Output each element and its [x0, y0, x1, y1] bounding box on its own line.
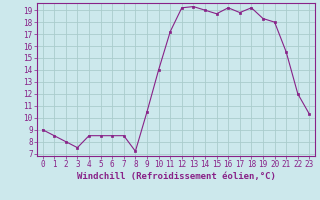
X-axis label: Windchill (Refroidissement éolien,°C): Windchill (Refroidissement éolien,°C): [76, 172, 276, 181]
